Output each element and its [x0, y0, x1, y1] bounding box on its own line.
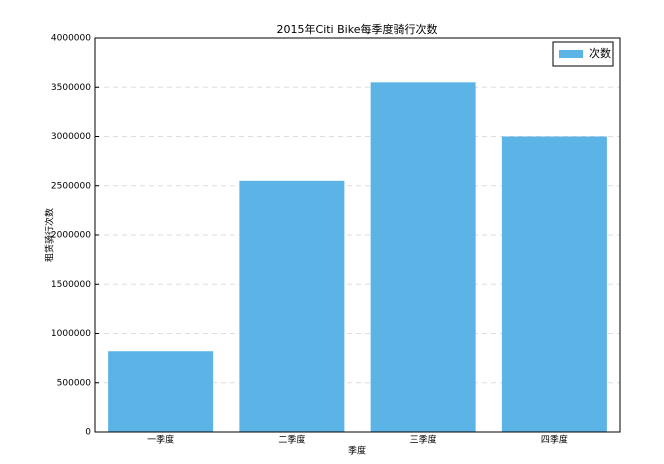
x-tick-label: 二季度	[278, 434, 305, 446]
y-tick-label: 4000000	[51, 34, 91, 44]
bar	[239, 180, 345, 432]
x-tick-label: 三季度	[410, 434, 437, 446]
y-tick-label: 2000000	[51, 231, 91, 241]
legend-swatch	[559, 50, 583, 58]
x-tick-label: 一季度	[147, 434, 174, 446]
y-tick-label: 3000000	[51, 132, 91, 142]
y-tick-label: 1000000	[51, 329, 91, 339]
y-tick-label: 2500000	[51, 181, 91, 191]
y-tick-label: 1500000	[51, 280, 91, 290]
legend-label: 次数	[589, 46, 611, 60]
bar	[108, 351, 214, 432]
x-axis-label: 季度	[348, 445, 366, 457]
plot-frame	[94, 37, 621, 433]
x-tick-label: 四季度	[541, 434, 568, 446]
y-tick-label: 500000	[57, 378, 92, 388]
y-tick-label: 3500000	[51, 83, 91, 93]
bar	[370, 82, 476, 432]
y-tick-label: 0	[85, 428, 91, 438]
bar	[501, 136, 607, 432]
y-axis-label: 租赁骑行次数	[44, 208, 56, 262]
chart-title: 2015年Citi Bike每季度骑行次数	[277, 22, 438, 36]
